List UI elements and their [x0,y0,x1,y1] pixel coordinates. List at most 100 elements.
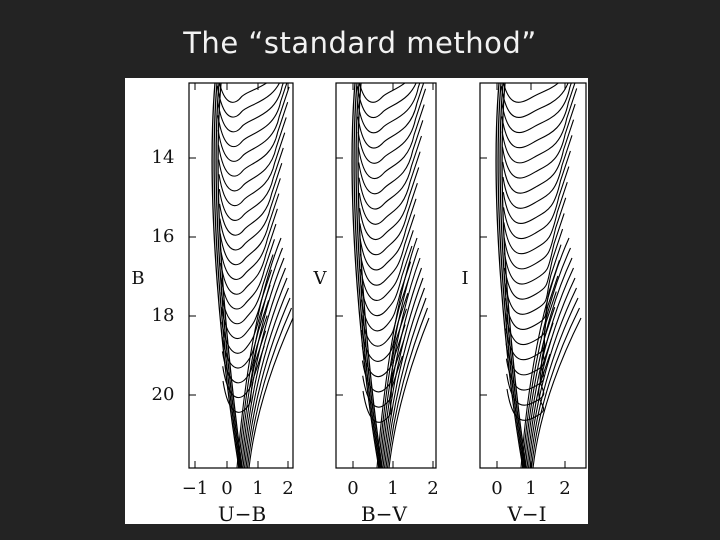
y-axis-label-b: B [131,268,145,289]
x-tick-bv-2: 2 [427,478,439,499]
isochrone-line [360,261,412,332]
isochrone-line [221,269,273,340]
x-tick-bv-0: 0 [347,478,359,499]
isochrone-line [358,151,421,225]
x-axis-label-bv: B−V [361,502,407,526]
giant-branch-line [237,247,284,468]
isochrone-line [501,103,576,179]
main-sequence-line [213,83,241,468]
giant-branch-line [383,287,426,468]
isochrone-line [503,213,565,285]
giant-branch-line [523,257,573,468]
isochrone-line [359,182,418,256]
giant-branch-line [385,297,427,468]
x-tick-ub-1: 1 [252,478,264,499]
giant-branch-line [243,287,290,468]
giant-branch-line [380,267,423,468]
isochrone-line [218,117,287,192]
x-tick-vi-1: 1 [525,478,537,499]
y-tick-14: 14 [151,147,175,168]
isochrone-line [357,83,421,134]
isochrone-family-vi [495,83,582,468]
isochrone-line [219,178,281,251]
isochrone-line [357,104,425,180]
x-tick-ub-0: 0 [221,478,233,499]
isochrone-line [220,223,277,295]
isochrone-line [359,198,417,271]
isochrone-family-bv [351,83,430,468]
isochrone-line [502,119,575,194]
y-tick-18: 18 [151,305,175,326]
isochrone-line [360,245,413,317]
isochrone-line [501,88,578,164]
isochrone-line [218,147,284,221]
isochrone-line [218,132,286,207]
giant-branch-line [246,307,293,468]
giant-branch-line [524,267,574,468]
giant-branch-line [239,257,285,468]
giant-branch-line [240,267,287,468]
isochrone-line [220,239,275,310]
giant-branch-line [530,307,580,468]
isochrone-line [357,83,425,149]
giant-branch-line [521,247,572,468]
giant-branch-line [248,317,293,468]
slide-title: The “standard method” [183,26,537,60]
main-sequence-line [351,83,380,468]
giant-branch-line [377,247,420,468]
isochrone-line [219,193,280,266]
isochrone-line [503,166,570,240]
isochrone-line [356,83,417,119]
isochrone-line [504,244,562,315]
x-tick-bv-1: 1 [387,478,399,499]
isochrone-line [217,86,290,162]
isochrone-line [221,284,271,354]
giant-branch-line [526,277,576,468]
isochrone-line [500,83,569,118]
isochrone-line [358,135,422,210]
isochrone-line [501,83,576,149]
isochrone-line [216,83,280,118]
giant-branch-line [382,277,424,468]
isochrone-line [361,292,409,362]
isochrone-line [502,135,573,209]
isochrone-line [501,83,572,134]
giant-branch-line [527,287,577,468]
giant-branch-line [520,237,570,468]
isochrone-line [359,214,416,286]
y-tick-16: 16 [151,226,175,247]
isochrone-line [503,182,568,255]
isochrone-line [358,83,406,103]
main-sequence-line [211,83,240,468]
isochrone-line [357,88,427,164]
isochrone-line [502,150,571,224]
isochrone-line [217,83,288,148]
x-tick-vi-2: 2 [559,478,571,499]
giant-branch-line [386,307,429,468]
giant-branch-line [532,317,582,468]
isochrone-line [359,167,420,240]
isochrone-line [218,83,268,103]
isochrone-line [503,197,567,270]
x-tick-vi-0: 0 [491,478,503,499]
isochrone-line [217,102,289,177]
giant-branch-line [379,257,421,468]
main-sequence-line [495,83,524,468]
x-tick-ub-neg1: −1 [181,478,209,499]
isochrone-line [219,162,283,236]
isochrone-line [502,83,560,103]
x-axis-label-vi: V−I [507,502,547,526]
giant-branch-line [236,237,282,468]
main-sequence-line [497,83,525,468]
isochrone-line [219,208,278,280]
isochrone-family-ub [211,83,293,468]
giant-branch-line [388,317,430,468]
isochrone-line [504,228,564,300]
main-sequence-line [353,83,381,468]
isochrone-line [358,120,424,195]
main-sequence-line [215,83,242,468]
y-axis-label-v: V [313,268,327,289]
y-axis-label-i: I [461,268,469,289]
isochrone-plot [188,82,587,469]
giant-branch-line [242,277,288,468]
